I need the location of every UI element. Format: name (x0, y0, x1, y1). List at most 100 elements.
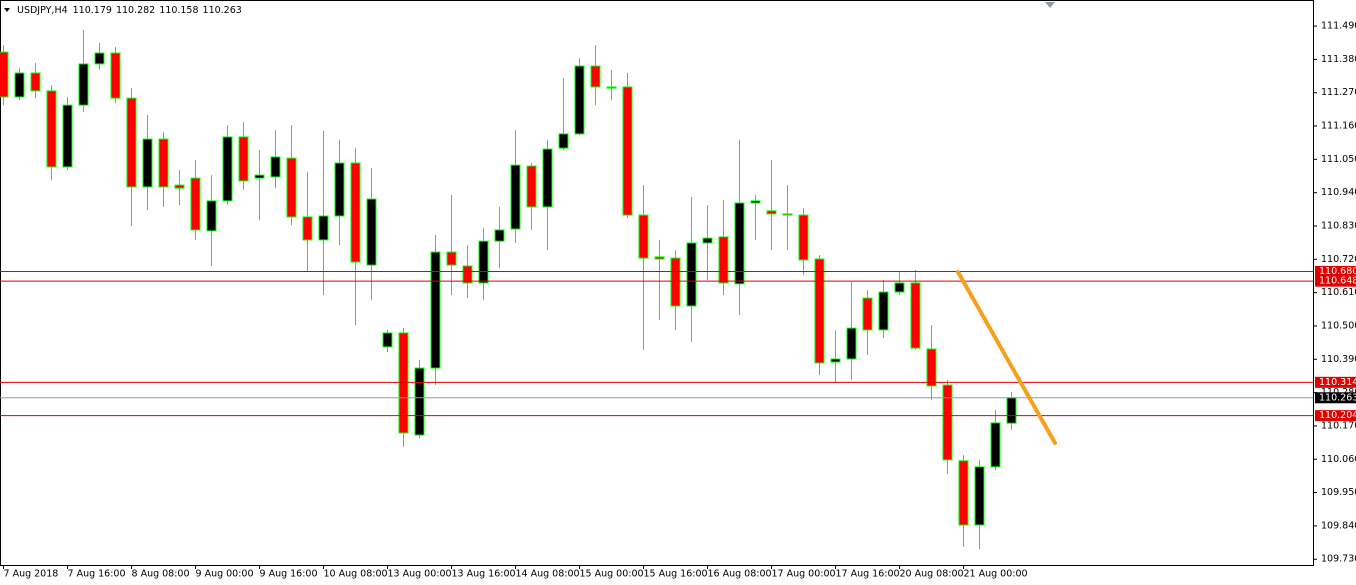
x-tick-label: 9 Aug 16:00 (260, 569, 318, 580)
candle-body (654, 256, 665, 260)
candle-body (526, 165, 537, 208)
candle-body (318, 215, 329, 241)
candle-body (206, 200, 217, 232)
candle-body (670, 257, 681, 307)
candle-body (974, 466, 985, 526)
header: USDJPY,H4 110.179 110.282 110.158 110.263 (17, 5, 242, 16)
candle-body (574, 65, 585, 135)
candle-body (862, 297, 873, 331)
candle-body (78, 63, 89, 106)
candle-body (558, 133, 569, 149)
candle-body (846, 327, 857, 360)
header-low: 110.158 (159, 5, 198, 16)
y-tick-label: 110.720 (1321, 254, 1356, 265)
y-tick-label: 110.390 (1321, 354, 1356, 365)
x-tick-label: 8 Aug 08:00 (132, 569, 190, 580)
candle-body (254, 174, 265, 179)
candle-body (190, 177, 201, 231)
symbol: USDJPY,H4 (17, 5, 68, 16)
candle-body (750, 200, 761, 204)
candle-body (1006, 397, 1017, 424)
y-tick-label: 110.830 (1321, 221, 1356, 232)
candle-body (462, 265, 473, 284)
candle-body (782, 213, 793, 216)
x-tick-label: 15 Aug 16:00 (644, 569, 708, 580)
candle-body (126, 97, 137, 188)
x-tick-label: 7 Aug 2018 (4, 569, 59, 580)
price-tag (1315, 392, 1356, 404)
candle-body (926, 348, 937, 387)
candle-body (510, 164, 521, 230)
header-high: 110.282 (116, 5, 155, 16)
level-tag (1315, 275, 1356, 287)
x-tick-label: 13 Aug 00:00 (388, 569, 452, 580)
candle-body (590, 65, 601, 88)
y-tick-label: 110.170 (1321, 420, 1356, 431)
x-tick-label: 13 Aug 16:00 (452, 569, 516, 580)
candle-body (958, 460, 969, 526)
x-tick-label: 20 Aug 08:00 (900, 569, 964, 580)
candle-body (430, 251, 441, 369)
candle-body (174, 184, 185, 189)
y-tick-label: 110.610 (1321, 287, 1356, 298)
candle-body (606, 86, 617, 89)
x-tick-label: 21 Aug 00:00 (964, 569, 1028, 580)
y-tick-label: 110.500 (1321, 320, 1356, 331)
candle-body (910, 282, 921, 349)
candle-body (798, 214, 809, 261)
x-tick-label: 15 Aug 00:00 (580, 569, 644, 580)
level-label: 110.314 (1319, 377, 1356, 388)
y-tick-label: 109.730 (1321, 554, 1356, 565)
candle-body (894, 282, 905, 293)
candle-body (686, 242, 697, 307)
candle-body (0, 51, 9, 98)
candle-body (238, 136, 249, 182)
candle-body (494, 229, 505, 242)
x-tick-label: 7 Aug 16:00 (68, 569, 126, 580)
candle-body (990, 422, 1001, 468)
price-label: 110.263 (1319, 392, 1356, 403)
candle-body (350, 162, 361, 263)
level-label: 110.680 (1319, 266, 1356, 277)
y-tick-label: 109.950 (1321, 487, 1356, 498)
level-label: 110.204 (1319, 410, 1356, 421)
candle-body (766, 210, 777, 215)
plot-frame (0, 0, 1314, 566)
x-tick-label: 17 Aug 00:00 (772, 569, 836, 580)
y-tick-label: 111.380 (1321, 54, 1356, 65)
candle-body (814, 258, 825, 364)
candle-body (14, 72, 25, 98)
candle-body (830, 358, 841, 363)
y-tick-label: 110.940 (1321, 187, 1356, 198)
candle-body (398, 332, 409, 434)
candle-body (622, 86, 633, 216)
x-tick-label: 9 Aug 00:00 (196, 569, 254, 580)
x-tick-label: 17 Aug 16:00 (836, 569, 900, 580)
candle-body (446, 251, 457, 266)
y-tick-label: 110.060 (1321, 454, 1356, 465)
candle-body (638, 214, 649, 259)
candle-body (158, 138, 169, 188)
candle-body (62, 104, 73, 168)
header-close: 110.263 (203, 5, 242, 16)
candle-body (222, 136, 233, 202)
y-tick-label: 111.050 (1321, 154, 1356, 165)
shift-marker (1045, 2, 1055, 8)
level-label: 110.648 (1319, 276, 1356, 287)
candle-body (718, 236, 729, 284)
candle-body (414, 367, 425, 436)
header-open: 110.179 (73, 5, 112, 16)
candle-body (382, 332, 393, 348)
x-tick-label: 16 Aug 08:00 (708, 569, 772, 580)
candle-body (46, 90, 57, 168)
candle-body (302, 216, 313, 241)
candle-body (366, 198, 377, 266)
trend-arrow (956, 270, 1057, 445)
candle-body (30, 72, 41, 92)
menu-icon (4, 8, 10, 12)
candle-body (142, 138, 153, 188)
candle-body (270, 156, 281, 178)
candle-body (942, 384, 953, 461)
level-tag (1315, 265, 1356, 277)
